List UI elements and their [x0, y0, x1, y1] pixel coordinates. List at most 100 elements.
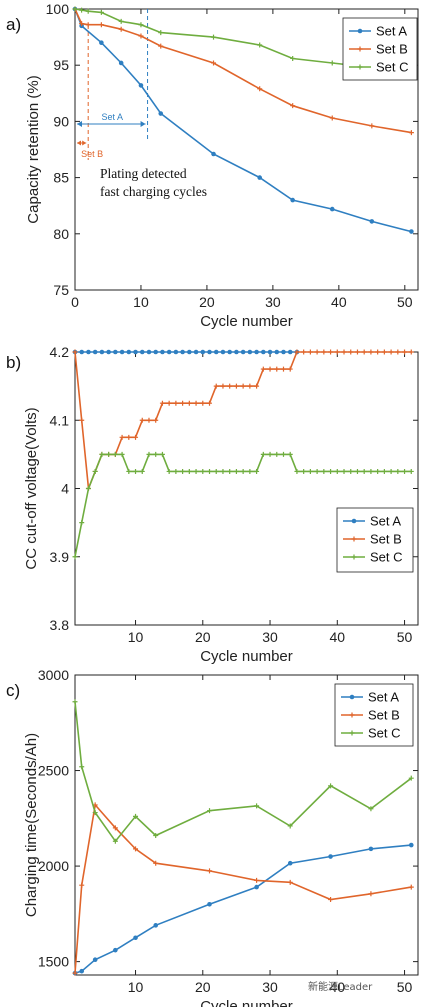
y-tick-label: 1500: [38, 954, 69, 970]
data-point-set-c: [301, 468, 307, 474]
data-point-set-b: [287, 366, 293, 372]
data-point-set-c: [138, 22, 144, 28]
legend-label: Set B: [368, 708, 400, 723]
legend-label: Set B: [376, 42, 408, 57]
data-point-set-b: [280, 366, 286, 372]
data-point-set-c: [321, 468, 327, 474]
legend-swatch-marker: [349, 694, 355, 700]
data-point-set-b: [72, 970, 78, 976]
data-point-set-c: [375, 468, 381, 474]
data-point-set-b: [368, 349, 374, 355]
data-point-set-b: [193, 400, 199, 406]
panel-label: c): [6, 681, 20, 700]
data-point-set-b: [287, 879, 293, 885]
data-point-set-c: [92, 810, 98, 816]
x-tick-label: 20: [195, 629, 211, 645]
data-point-set-c: [328, 783, 334, 789]
legend-swatch-marker: [357, 64, 363, 70]
legend-label: Set A: [368, 690, 399, 705]
data-point-set-b: [211, 60, 217, 66]
data-point-set-c: [257, 42, 263, 48]
data-point-set-b: [408, 349, 414, 355]
data-point-set-c: [408, 468, 414, 474]
data-point-set-b: [98, 22, 104, 28]
data-point-set-b: [207, 868, 213, 874]
data-point-set-b: [408, 884, 414, 890]
legend-swatch-marker: [351, 554, 357, 560]
data-point-set-c: [341, 468, 347, 474]
data-point-set-b: [118, 26, 124, 32]
data-point-set-c: [180, 468, 186, 474]
legend-swatch-marker: [349, 730, 355, 736]
data-point-set-c: [79, 520, 85, 526]
data-point-set-b: [254, 877, 260, 883]
data-point-set-c: [200, 468, 206, 474]
data-point-set-a: [328, 854, 333, 859]
data-point-set-a: [240, 349, 246, 355]
data-point-set-b: [85, 22, 91, 28]
data-point-set-b: [207, 400, 213, 406]
data-point-set-c: [287, 823, 293, 829]
data-point-set-a: [133, 935, 138, 941]
data-point-set-a: [220, 349, 226, 355]
y-tick-label: 4.1: [50, 412, 70, 428]
data-point-set-c: [146, 451, 152, 457]
y-tick-label: 2000: [38, 858, 69, 874]
data-point-set-a: [409, 229, 414, 234]
data-point-set-c: [133, 468, 139, 474]
data-point-set-b: [247, 383, 253, 389]
data-point-set-b: [180, 400, 186, 406]
data-point-set-b: [294, 349, 300, 355]
data-point-set-b: [79, 417, 85, 423]
data-point-set-c: [211, 34, 217, 40]
data-point-set-c: [287, 451, 293, 457]
data-point-set-c: [254, 468, 260, 474]
data-point-set-a: [166, 349, 172, 355]
data-point-set-c: [126, 468, 132, 474]
y-tick-label: 2500: [38, 763, 69, 779]
x-tick-label: 10: [133, 294, 149, 310]
legend-swatch-marker: [357, 28, 363, 34]
data-point-set-a: [180, 349, 185, 355]
x-tick-label: 40: [331, 294, 347, 310]
data-point-set-b: [159, 400, 165, 406]
data-point-set-b: [381, 349, 387, 355]
data-point-set-b: [72, 349, 78, 355]
data-point-set-b: [166, 400, 172, 406]
data-point-set-a: [158, 111, 164, 116]
data-point-set-c: [85, 8, 91, 14]
data-point-set-b: [254, 383, 260, 389]
data-point-set-b: [153, 417, 159, 423]
data-point-set-c: [280, 451, 286, 457]
data-point-set-b: [307, 349, 313, 355]
data-point-set-b: [257, 86, 263, 92]
data-point-set-a: [126, 349, 132, 355]
data-point-set-b: [153, 860, 159, 866]
data-point-set-b: [361, 349, 367, 355]
data-point-set-c: [85, 486, 91, 491]
data-point-set-a: [99, 349, 105, 355]
data-point-set-a: [153, 349, 159, 355]
y-tick-label: 100: [46, 1, 70, 17]
data-point-set-a: [86, 349, 91, 355]
set-b-arrowhead-left: [77, 140, 81, 146]
data-point-set-b: [213, 383, 219, 389]
data-point-set-c: [227, 468, 233, 474]
data-point-set-c: [207, 808, 213, 814]
data-point-set-c: [395, 468, 401, 474]
data-point-set-c: [260, 451, 266, 457]
data-point-set-a: [187, 349, 192, 355]
y-tick-label: 95: [53, 57, 69, 73]
data-point-set-b: [220, 383, 226, 389]
data-point-set-b: [138, 33, 144, 39]
data-point-set-a: [92, 349, 98, 355]
x-tick-label: 50: [397, 629, 413, 645]
data-point-set-b: [173, 400, 179, 406]
data-point-set-a: [329, 206, 335, 212]
data-point-set-b: [133, 846, 139, 852]
data-point-set-a: [274, 349, 280, 355]
data-point-set-c: [106, 451, 112, 457]
chart-panel-1: a) 0 10 20 30 40 50 75 80 85 90 95 100 Cycle number Ca…: [6, 1, 419, 330]
legend-label: Set C: [368, 726, 401, 741]
y-tick-label: 3.9: [50, 549, 70, 565]
